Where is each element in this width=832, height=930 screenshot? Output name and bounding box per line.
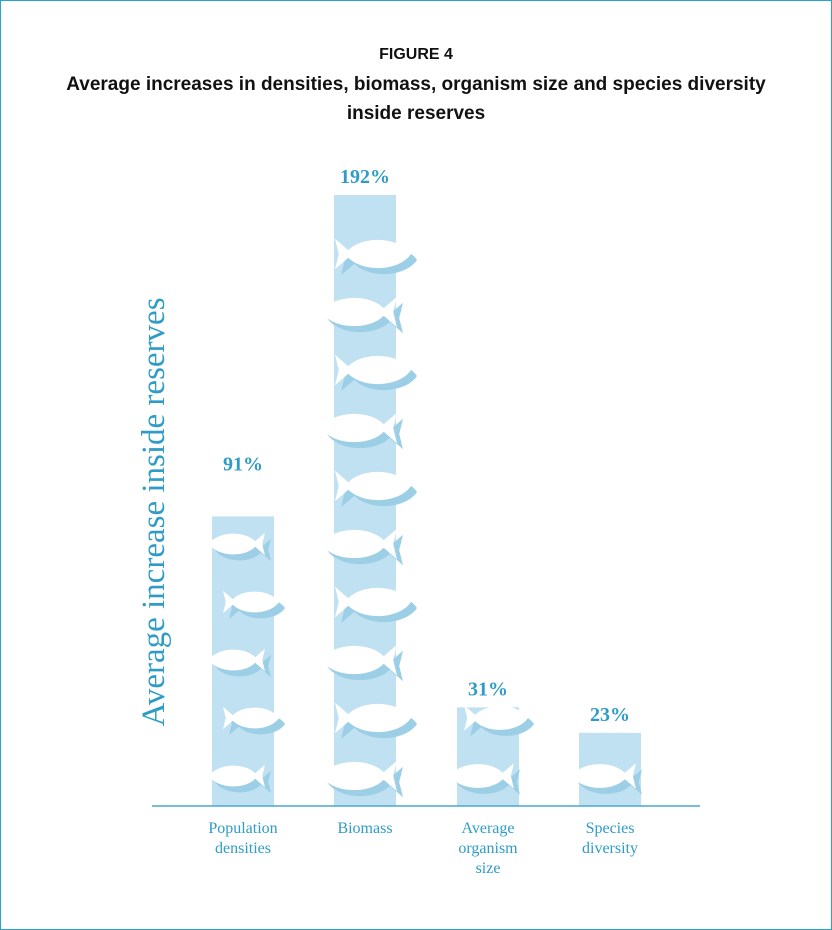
category-label-3: organism (458, 840, 518, 857)
value-label-4: 23% (590, 704, 630, 726)
value-label-3: 31% (468, 678, 508, 700)
category-label-4: diversity (582, 840, 638, 857)
figure-label: FIGURE 4 (379, 46, 453, 63)
category-label-3: Average (462, 820, 515, 837)
category-label-1: densities (215, 840, 271, 857)
y-axis-label: Average increase inside reserves (136, 297, 172, 726)
category-label-1: Population (208, 820, 277, 837)
category-label-2: Biomass (337, 820, 392, 837)
value-label-1: 91% (223, 453, 263, 475)
category-label-3: size (476, 860, 501, 877)
category-label-4: Species (586, 820, 635, 837)
figure-title: Average increases in densities, biomass,… (66, 74, 766, 124)
value-label-2: 192% (340, 166, 390, 188)
